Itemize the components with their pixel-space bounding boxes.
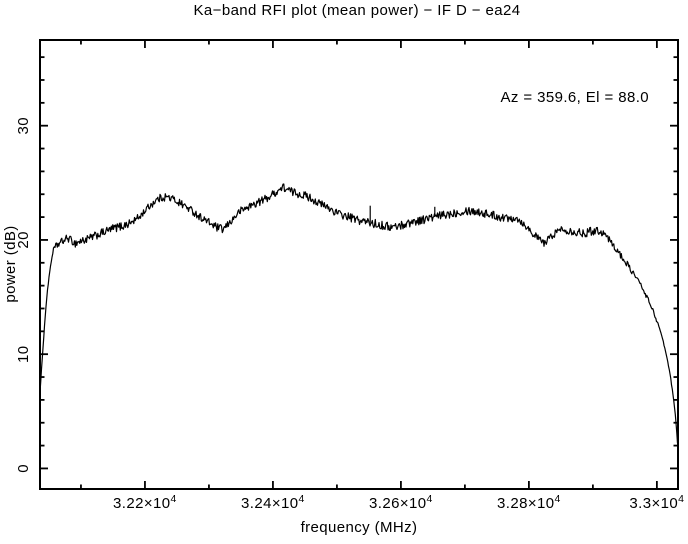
data-curve [39, 183, 679, 444]
x-tick-label: 3.24×104 [241, 493, 305, 512]
x-tick-label: 3.22×104 [113, 493, 177, 512]
y-axis-label: power (dB) [2, 225, 19, 302]
x-tick-label: 3.3×104 [629, 493, 684, 512]
y-tick-label: 0 [15, 464, 32, 473]
plot-frame [39, 39, 679, 490]
az-el-annotation: Az = 359.6, El = 88.0 [501, 89, 650, 106]
plot-generated-group: 3.22×104 3.24×104 3.26×104 3.28×104 3.3×104 0… [15, 39, 684, 512]
y-tick-label: 20 [15, 231, 32, 249]
x-tick-label: 3.28×104 [497, 493, 561, 512]
plot-title: Ka−band RFI plot (mean power) − IF D − e… [194, 2, 521, 19]
x-axis-label: frequency (MHz) [301, 519, 418, 536]
y-tick-label: 10 [15, 345, 32, 363]
x-tick-label: 3.26×104 [369, 493, 433, 512]
y-tick-label: 30 [15, 117, 32, 135]
